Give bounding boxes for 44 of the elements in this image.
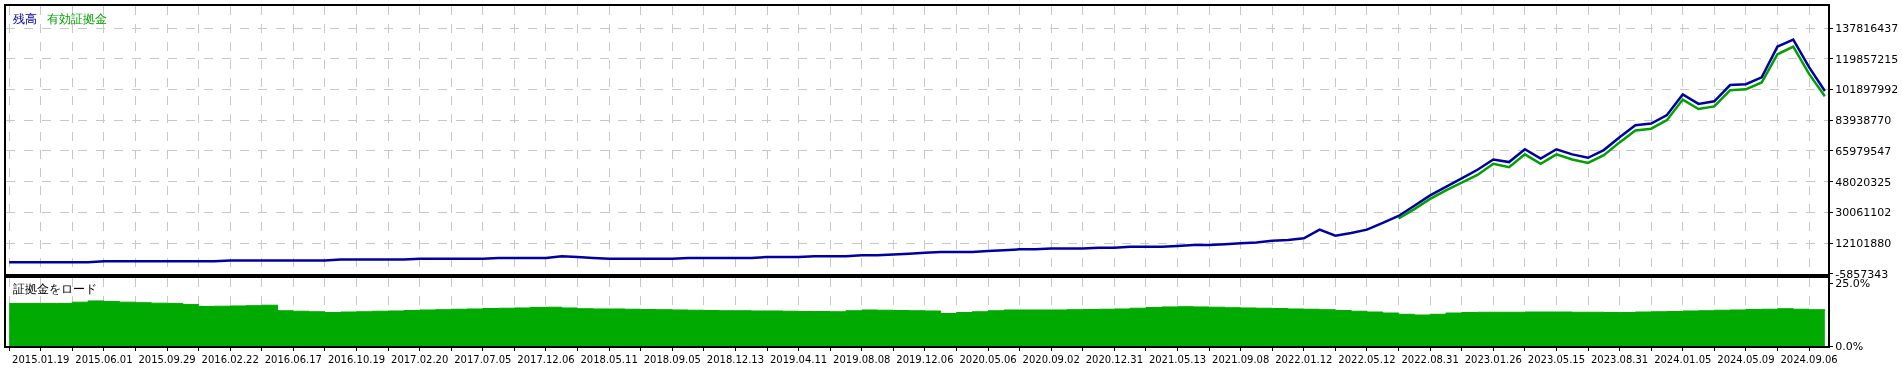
line-series [1397, 45, 1827, 220]
x-tick-label: 2019.08.08 [833, 354, 891, 365]
x-tick-label: 2017.07.05 [454, 354, 512, 365]
y-tick-label: 65979547 [1835, 144, 1892, 158]
x-tick-label: 2019.12.06 [896, 354, 954, 365]
x-tick-label: 2022.01.12 [1275, 354, 1333, 365]
x-tick-label: 2016.10.19 [327, 354, 386, 365]
x-tick-label: 2015.06.01 [75, 354, 133, 365]
y-tick-label: 101897992 [1835, 83, 1899, 97]
x-tick-label: 2021.09.08 [1212, 354, 1270, 365]
x-tick-label: 2022.08.31 [1401, 354, 1459, 365]
y-tick-label: 12101880 [1835, 237, 1892, 251]
x-tick-label: 2024.09.06 [1780, 354, 1838, 365]
x-tick-label: 2024.05.09 [1717, 354, 1775, 365]
y-tick-label: 0.0% [1835, 339, 1864, 353]
y-tick-label: 48020325 [1835, 175, 1892, 189]
x-tick-label: 2021.05.13 [1148, 354, 1207, 365]
x-tick-label: 2022.05.12 [1338, 354, 1396, 365]
chart-title: 証拠金をロード [13, 282, 97, 296]
x-tick-label: 2019.04.11 [769, 354, 828, 365]
x-tick-label: 2016.06.17 [264, 354, 322, 365]
x-tick-label: 2024.01.05 [1654, 354, 1712, 365]
y-tick-label: 137816437 [1835, 21, 1899, 35]
x-tick-label: 2015.09.29 [138, 354, 196, 365]
y-tick-label: 119857215 [1835, 52, 1899, 66]
line-series [7, 38, 1827, 264]
x-tick-label: 2018.05.11 [580, 354, 638, 365]
x-tick-label: 2017.02.20 [391, 354, 449, 365]
x-tick-label: 2017.12.06 [517, 354, 575, 365]
x-tick-label: 2020.09.02 [1022, 354, 1080, 365]
x-tick-label: 2018.09.05 [643, 354, 701, 365]
x-tick-label: 2023.01.26 [1464, 354, 1522, 365]
x-tick-label: 2023.05.15 [1527, 354, 1586, 365]
y-tick-label: 30061102 [1835, 206, 1892, 220]
x-tick-label: 2020.12.31 [1085, 354, 1143, 365]
x-tick-label: 2015.01.19 [12, 354, 70, 365]
x-tick-label: 2018.12.13 [706, 354, 765, 365]
text: 有効証拠金 [47, 12, 107, 26]
x-tick-label: 2020.05.06 [959, 354, 1017, 365]
x-tick-label: 2016.02.22 [201, 354, 259, 365]
y-tick-label: 25.0% [1835, 276, 1871, 290]
x-tick-label: 2023.08.31 [1590, 354, 1649, 365]
text: 残高 [13, 12, 37, 26]
y-tick-label: 83938770 [1835, 114, 1892, 128]
